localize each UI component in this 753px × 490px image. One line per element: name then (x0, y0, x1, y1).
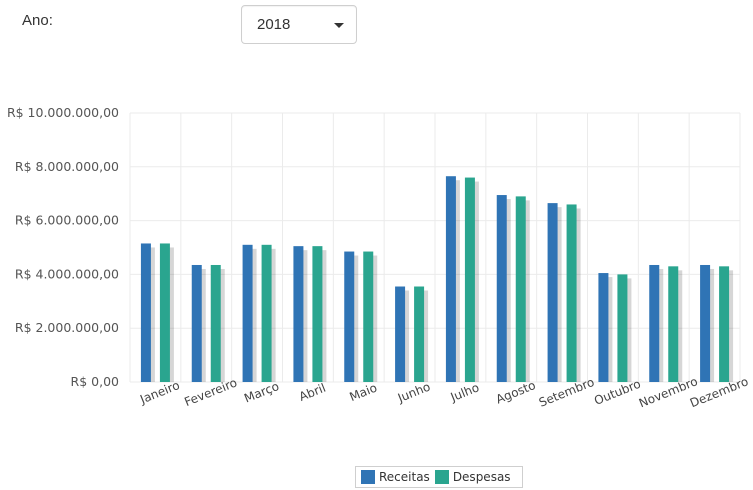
legend-swatch-despesas (434, 470, 449, 484)
bar-despesas (210, 264, 221, 382)
year-select-value: 2018 (257, 16, 291, 33)
bar-receitas (293, 246, 304, 382)
bar-despesas (159, 243, 170, 382)
bar-receitas (242, 244, 253, 382)
bar-despesas (617, 274, 628, 382)
y-tick-label: R$ 4.000.000,00 (15, 266, 119, 281)
bar-despesas (414, 286, 425, 382)
y-tick-label: R$ 6.000.000,00 (15, 213, 119, 228)
bar-despesas (363, 251, 374, 382)
legend-label-receitas: Receitas (379, 470, 430, 484)
x-tick-label: Maio (347, 380, 379, 404)
bar-receitas (191, 264, 202, 382)
bar-receitas (445, 176, 456, 382)
legend-item-despesas[interactable]: Despesas (434, 470, 511, 484)
bar-receitas (547, 203, 558, 382)
bar-receitas (395, 286, 406, 382)
bar-despesas (566, 204, 577, 382)
year-filter-label: Ano: (22, 12, 53, 29)
bar-receitas (700, 264, 711, 382)
bar-despesas (719, 266, 730, 382)
bar-chart: R$ 0,00 R$ 2.000.000,00 R$ 4.000.000,00 R$ … (7, 105, 750, 410)
year-select[interactable]: 2018 (241, 5, 357, 44)
bar-receitas (649, 264, 660, 382)
x-tick-label: Abril (297, 381, 328, 404)
bar-despesas (515, 196, 526, 382)
bar-despesas (312, 246, 323, 382)
legend-item-receitas[interactable]: Receitas (361, 470, 430, 484)
bar-receitas (140, 243, 151, 382)
caret-down-icon (334, 23, 344, 28)
legend-swatch-receitas (361, 470, 375, 484)
bar-despesas (668, 266, 679, 382)
bar-receitas (344, 251, 355, 382)
y-tick-label: R$ 10.000.000,00 (7, 105, 119, 120)
bar-despesas (261, 244, 272, 382)
x-tick-label: Junho (395, 379, 432, 405)
y-tick-label: R$ 0,00 (71, 374, 119, 389)
y-tick-label: R$ 8.000.000,00 (15, 159, 119, 174)
chart-legend: Receitas Despesas (355, 466, 523, 488)
bar-receitas (496, 195, 507, 382)
y-tick-label: R$ 2.000.000,00 (15, 320, 119, 335)
bar-receitas (598, 273, 609, 382)
legend-label-despesas: Despesas (452, 470, 511, 484)
x-tick-label: Março (242, 379, 281, 406)
bar-despesas (464, 177, 475, 382)
x-tick-label: Julho (448, 380, 481, 404)
